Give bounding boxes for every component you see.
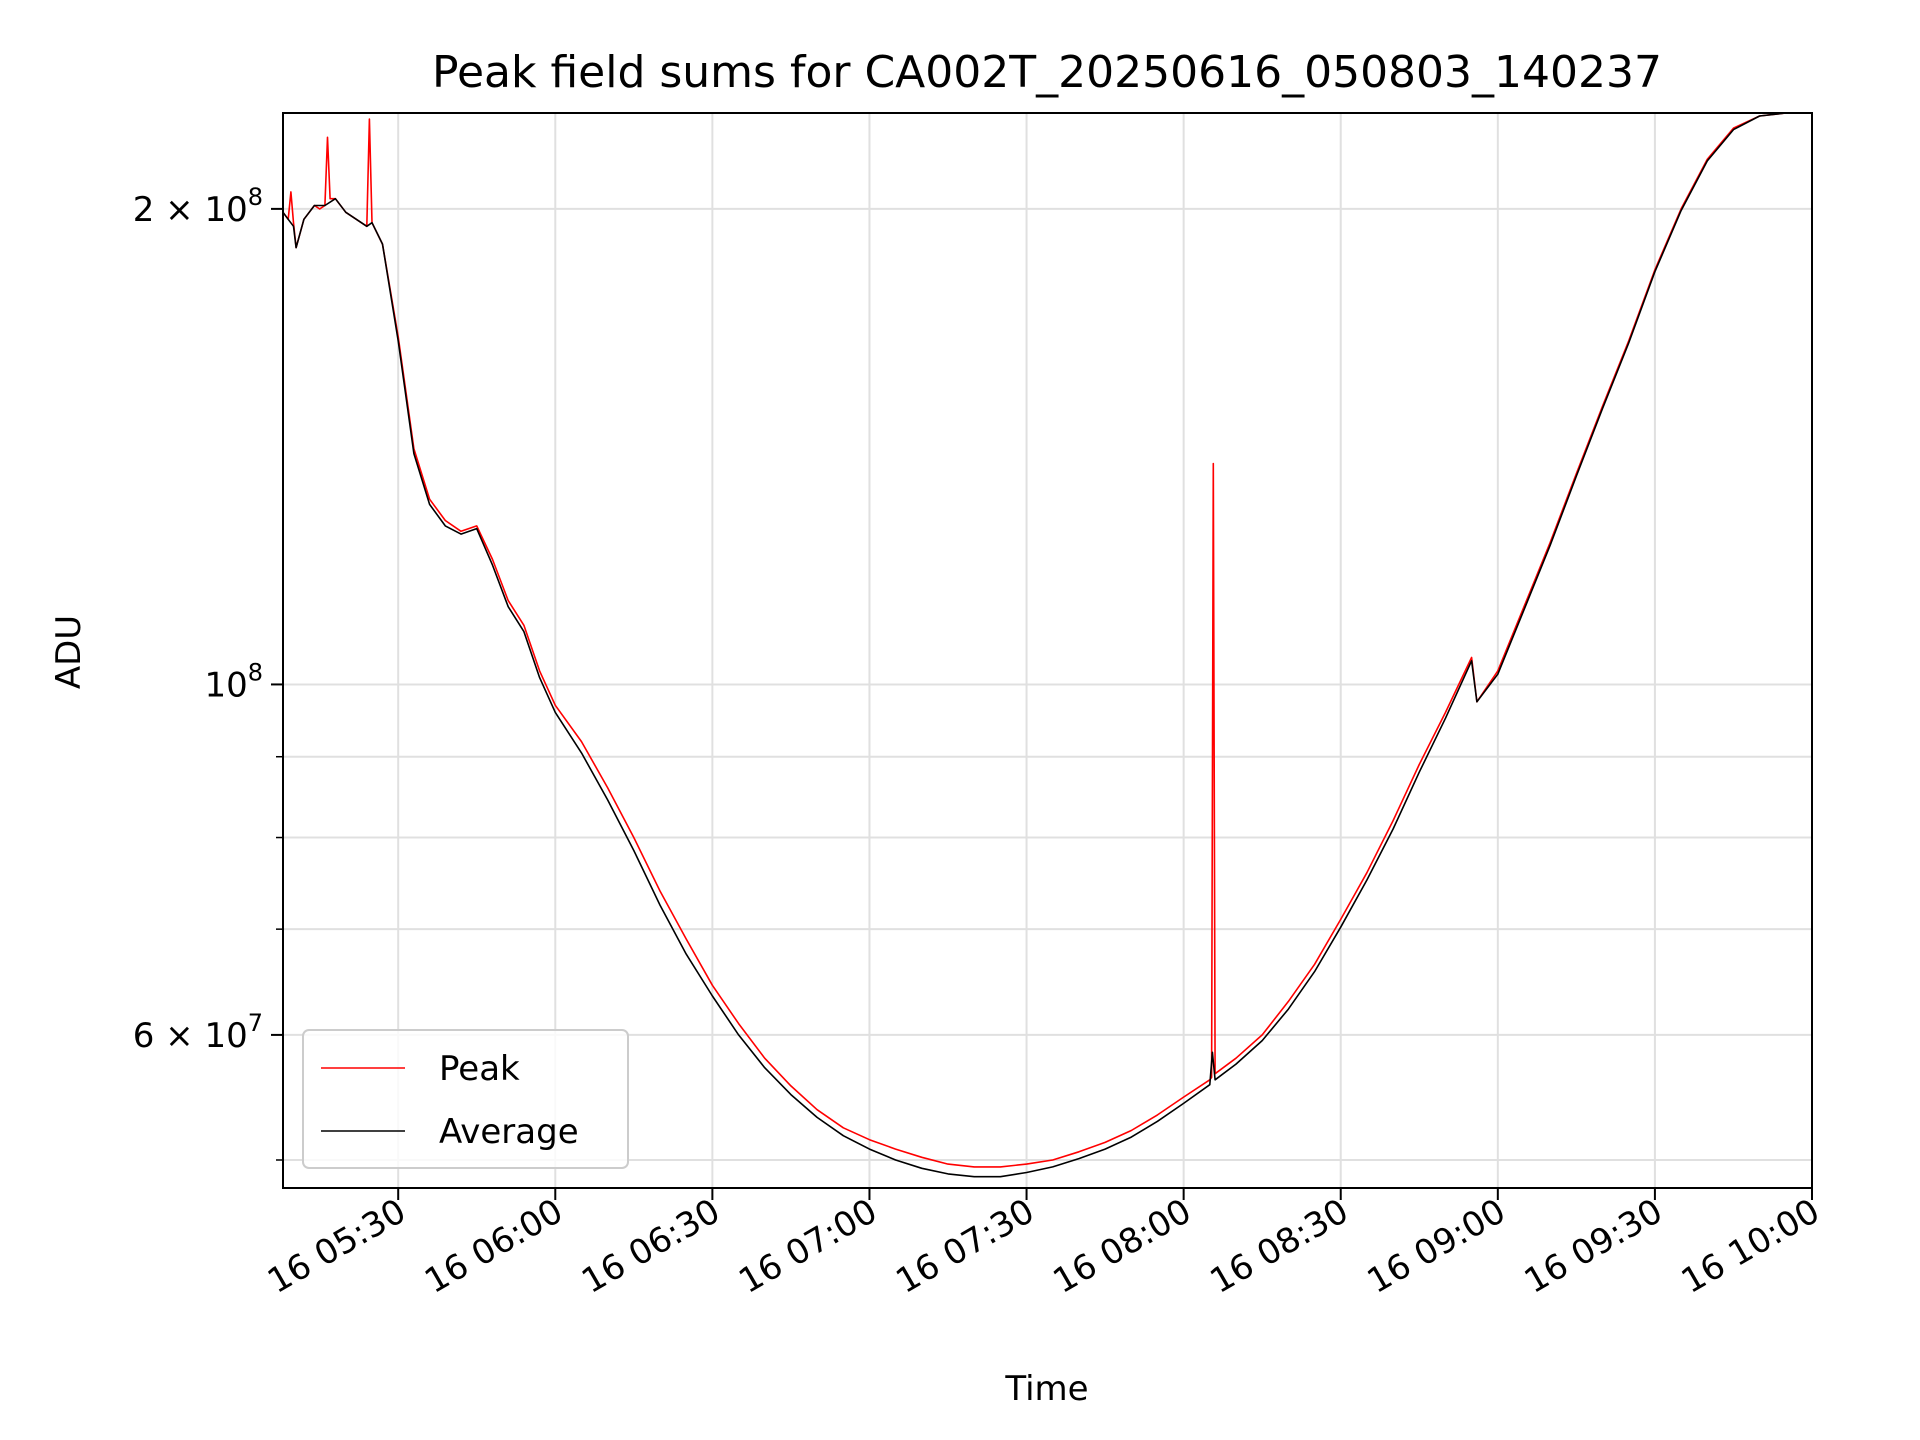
legend: Peak Average (302, 1029, 629, 1169)
series-layer (282, 112, 1812, 1178)
y-tick-label-base: 2 × 10 (133, 190, 248, 230)
grid-lines (283, 113, 1812, 1188)
series-line-average (282, 112, 1812, 1178)
y-tick-label: 6 × 107 (133, 1009, 263, 1056)
legend-label-peak: Peak (439, 1049, 520, 1089)
y-tick-label-exponent: 7 (248, 1009, 263, 1037)
chart-title: Peak field sums for CA002T_20250616_0508… (432, 47, 1662, 98)
y-tick-label-base: 10 (204, 665, 247, 705)
legend-label-average: Average (439, 1112, 579, 1152)
y-tick-label-exponent: 8 (248, 658, 263, 686)
x-axis-label: Time (1004, 1369, 1088, 1409)
y-tick-label: 2 × 108 (133, 183, 263, 230)
plot-area-frame (282, 112, 1813, 1189)
y-tick-label: 108 (204, 658, 263, 705)
y-tick-label-exponent: 8 (248, 183, 263, 211)
legend-box (302, 1029, 629, 1169)
y-axis-label: ADU (49, 615, 89, 689)
y-tick-label-base: 6 × 10 (133, 1016, 248, 1056)
